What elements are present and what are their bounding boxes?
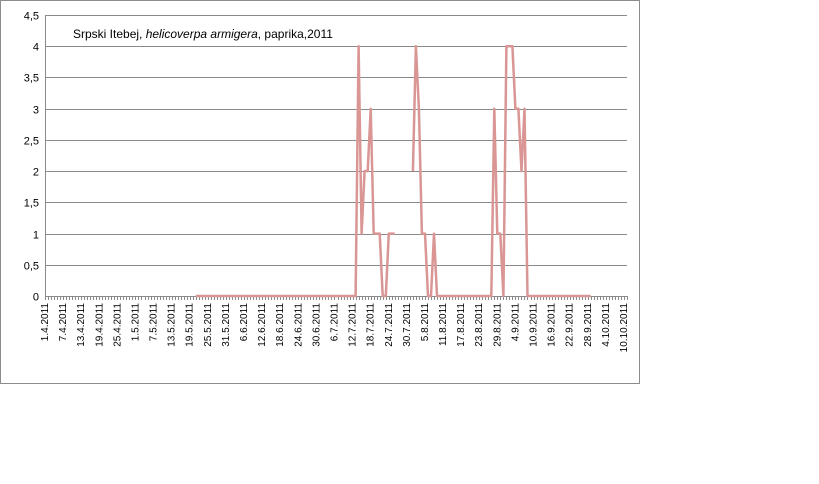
x-tick-label: 18.7.2011 bbox=[366, 303, 377, 347]
title-species: helicoverpa armigera bbox=[146, 27, 258, 41]
x-tick-label: 4.10.2011 bbox=[601, 303, 612, 347]
y-tick-label: 1 bbox=[33, 230, 39, 242]
x-tick-label: 30.6.2011 bbox=[311, 303, 322, 347]
x-tick-label: 19.4.2011 bbox=[94, 303, 105, 347]
y-tick-label: 1,5 bbox=[24, 198, 39, 210]
x-tick-label: 13.5.2011 bbox=[167, 303, 178, 347]
x-tick-label: 29.8.2011 bbox=[492, 303, 503, 347]
x-tick-label: 17.8.2011 bbox=[456, 303, 467, 347]
x-tick-label: 19.5.2011 bbox=[185, 303, 196, 347]
x-tick-label: 30.7.2011 bbox=[402, 303, 413, 347]
x-tick-label: 5.8.2011 bbox=[420, 303, 431, 342]
x-tick-labels: 1.4.2011 7.4.2011 13.4.2011 19.4.2011 25.4.2… bbox=[40, 303, 630, 353]
x-tick-label: 1.4.2011 bbox=[40, 303, 51, 342]
chart-frame bbox=[0, 0, 640, 384]
title-crop-year: , paprika,2011 bbox=[258, 27, 333, 41]
y-tick-label: 3 bbox=[33, 105, 39, 117]
x-tick-label: 24.7.2011 bbox=[384, 303, 395, 347]
x-tick-label: 22.9.2011 bbox=[565, 303, 576, 347]
x-tick-label: 6.6.2011 bbox=[239, 303, 250, 342]
x-tick-label: 10.10.2011 bbox=[619, 303, 630, 353]
y-tick-label: 3,5 bbox=[24, 73, 39, 85]
x-tick-label: 10.9.2011 bbox=[529, 303, 540, 347]
series-line bbox=[195, 44, 395, 298]
chart-title: Srpski Itebej, helicoverpa armigera, pap… bbox=[73, 27, 333, 41]
y-tick-label: 2,5 bbox=[24, 136, 39, 148]
y-tick-labels: 0 0,5 1 1,5 2 2,5 3 3,5 4 4,5 bbox=[24, 11, 39, 304]
x-tick-label: 6.7.2011 bbox=[329, 303, 340, 342]
x-tick-label: 25.4.2011 bbox=[112, 303, 123, 347]
axes bbox=[45, 15, 628, 300]
x-tick-label: 7.4.2011 bbox=[58, 303, 69, 342]
x-tick-label: 24.6.2011 bbox=[293, 303, 304, 347]
y-tick-label: 2 bbox=[33, 167, 39, 179]
x-tick-label: 28.9.2011 bbox=[583, 303, 594, 347]
series-line-group bbox=[195, 44, 591, 298]
x-tick-label: 18.6.2011 bbox=[275, 303, 286, 347]
title-location: Srpski Itebej, bbox=[73, 27, 146, 41]
series-line bbox=[411, 44, 591, 298]
x-tick-label: 16.9.2011 bbox=[547, 303, 558, 347]
x-tick-label: 31.5.2011 bbox=[221, 303, 232, 347]
x-tick-label: 23.8.2011 bbox=[474, 303, 485, 347]
grid-lines bbox=[45, 15, 627, 266]
x-tick-label: 13.4.2011 bbox=[76, 303, 87, 347]
y-tick-label: 0 bbox=[33, 292, 39, 304]
x-tick-label: 25.5.2011 bbox=[203, 303, 214, 347]
x-tick-label: 7.5.2011 bbox=[149, 303, 160, 342]
x-tick-label: 1.5.2011 bbox=[130, 303, 141, 342]
x-tick-label: 4.9.2011 bbox=[510, 303, 521, 342]
x-tick-label: 12.6.2011 bbox=[257, 303, 268, 347]
y-tick-label: 0,5 bbox=[24, 261, 39, 273]
x-tick-label: 11.8.2011 bbox=[438, 303, 449, 346]
y-tick-label: 4 bbox=[33, 42, 39, 54]
x-tick-label: 12.7.2011 bbox=[348, 303, 359, 347]
y-tick-label: 4,5 bbox=[24, 11, 39, 23]
